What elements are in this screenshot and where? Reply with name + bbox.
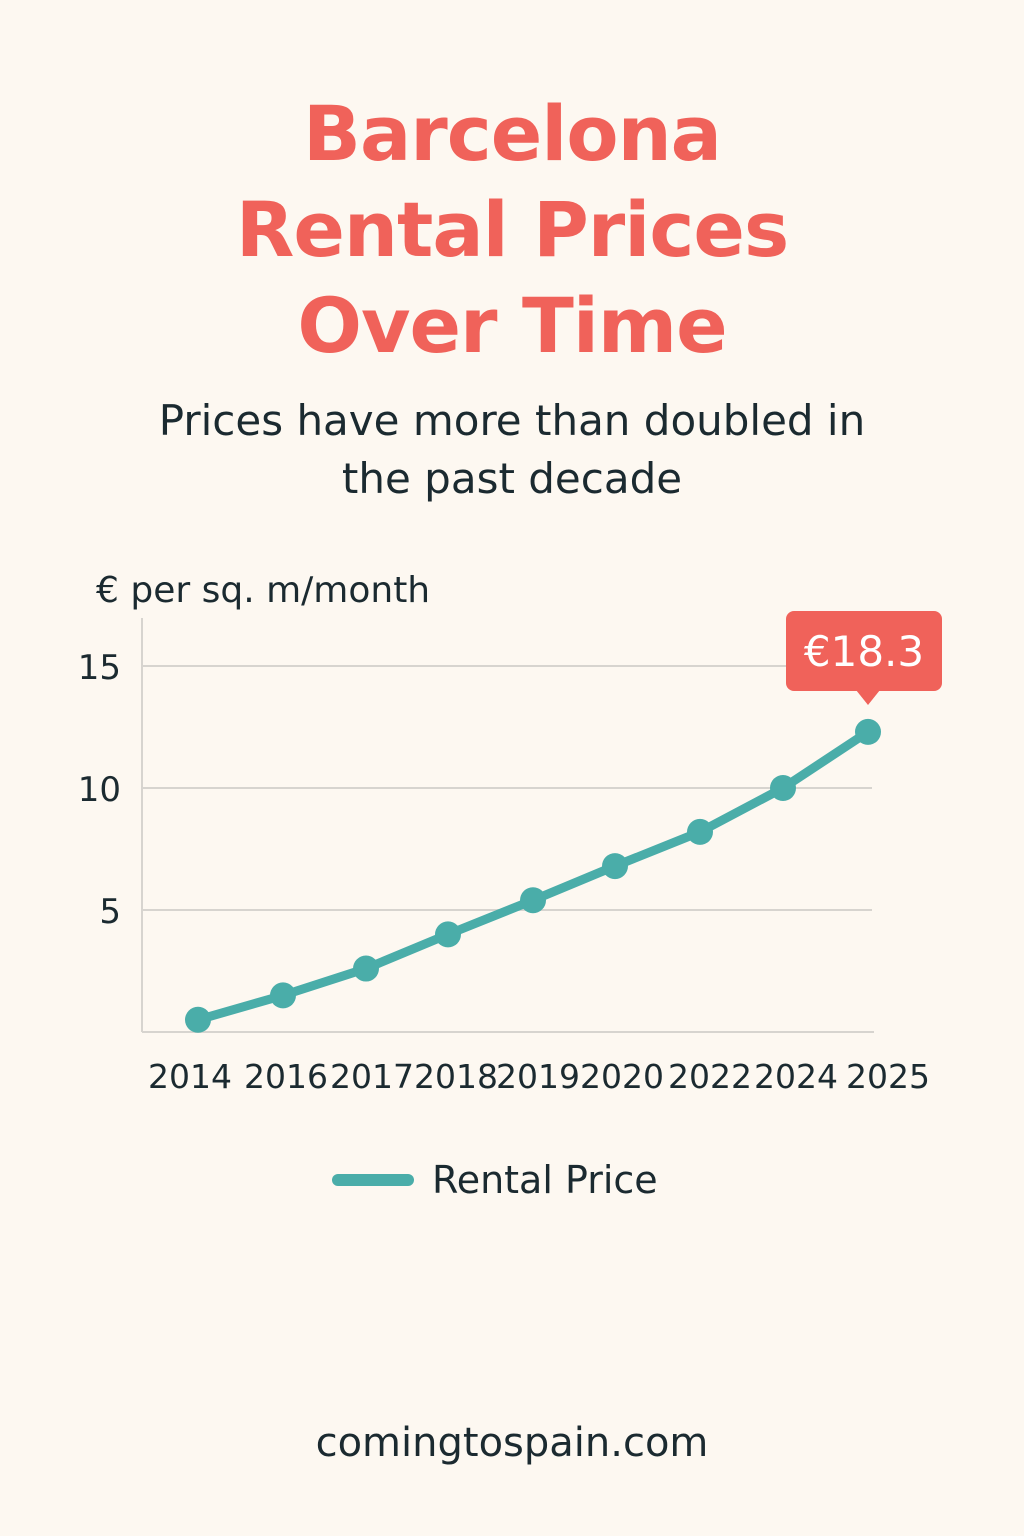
data-point <box>353 955 379 982</box>
x-tick-label: 2022 <box>668 1057 752 1096</box>
data-point <box>855 718 881 745</box>
data-point <box>520 887 546 914</box>
callout-label: €18.3 <box>804 627 924 676</box>
data-point <box>435 921 461 948</box>
footer-site: comingtospain.com <box>315 1420 709 1466</box>
callout-pointer <box>856 690 880 705</box>
title-line-3: Over Time <box>297 281 727 370</box>
x-tick-label: 2020 <box>580 1057 664 1096</box>
data-point <box>687 818 713 845</box>
x-tick-label: 2014 <box>148 1057 232 1096</box>
callout-box <box>786 611 942 691</box>
y-axis-label: € per sq. m/month <box>96 570 430 611</box>
data-point <box>770 775 796 801</box>
legend-label: Rental Price <box>432 1158 658 1202</box>
x-tick-label: 2024 <box>754 1057 838 1096</box>
x-tick-label: 2019 <box>496 1057 580 1096</box>
subtitle-line-2: the past decade <box>341 454 683 503</box>
series-line <box>193 727 873 1025</box>
x-tick-label: 2016 <box>244 1057 328 1096</box>
title-line-1: Barcelona <box>303 89 722 178</box>
title-line-2: Rental Prices <box>235 185 789 274</box>
subtitle-line-1: Prices have more than doubled in <box>158 396 866 445</box>
x-tick-label: 2017 <box>330 1057 414 1096</box>
data-point <box>602 853 628 880</box>
x-tick-label: 2025 <box>846 1057 930 1096</box>
y-tick-label: 15 <box>78 648 121 688</box>
y-tick-label: 10 <box>78 770 121 810</box>
chart-title: Barcelona Rental Prices Over Time <box>0 86 1024 374</box>
x-tick-label: 2018 <box>414 1057 498 1096</box>
chart-legend: Rental Price <box>332 1158 658 1202</box>
y-tick-label: 5 <box>99 892 121 932</box>
chart-subtitle: Prices have more than doubled in the pas… <box>0 392 1024 508</box>
data-point <box>185 1006 211 1033</box>
legend-swatch <box>332 1174 414 1186</box>
data-point <box>270 982 296 1009</box>
